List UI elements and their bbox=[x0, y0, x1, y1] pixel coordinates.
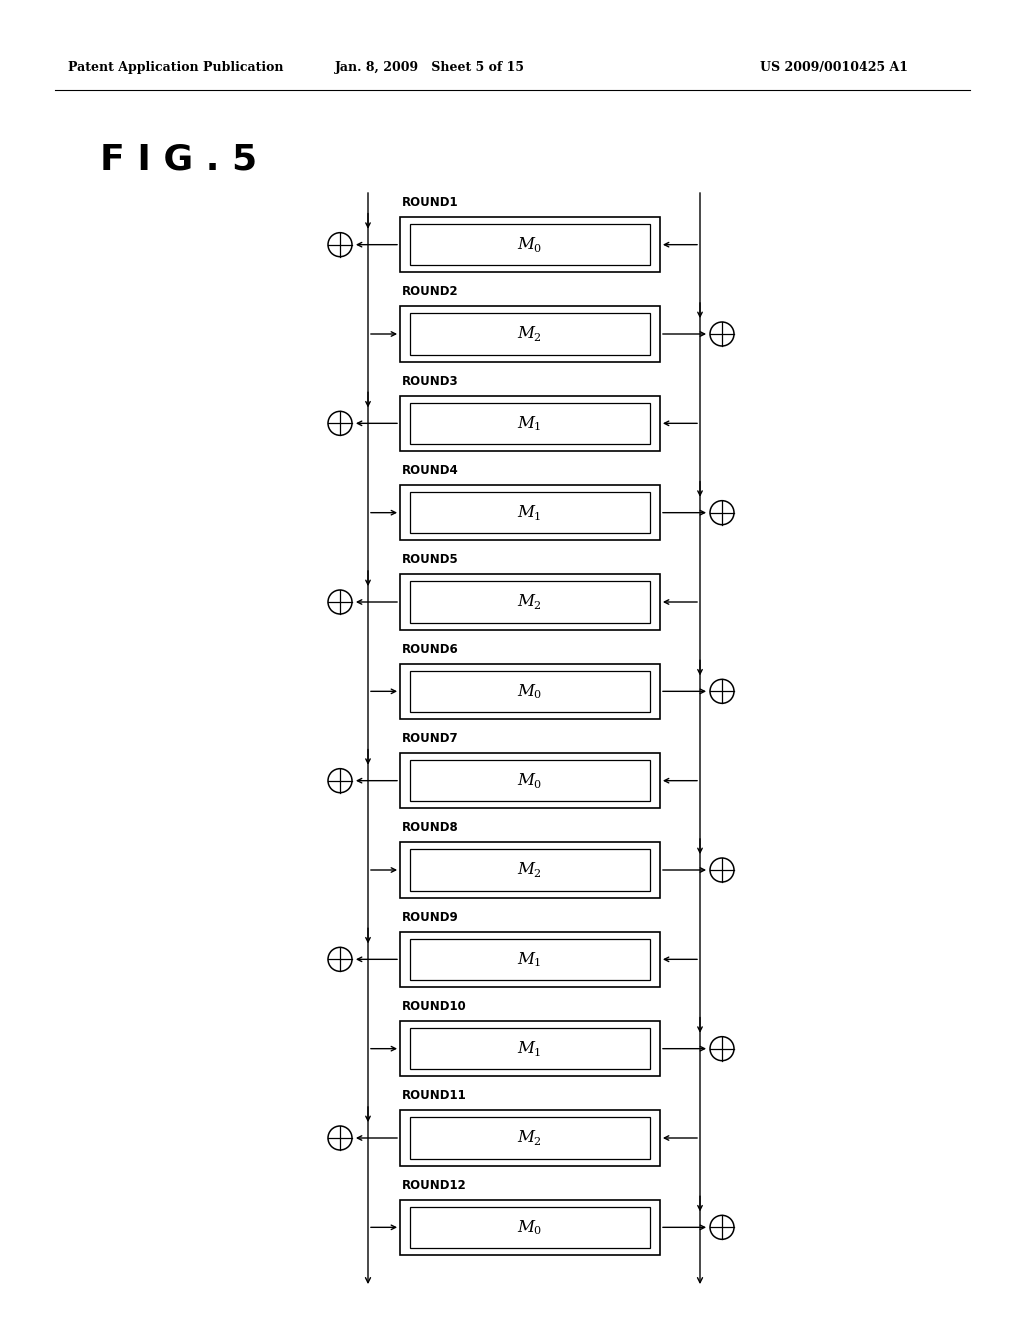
Text: 0: 0 bbox=[534, 1226, 541, 1237]
Text: Jan. 8, 2009   Sheet 5 of 15: Jan. 8, 2009 Sheet 5 of 15 bbox=[335, 62, 525, 74]
Text: 1: 1 bbox=[534, 1048, 541, 1057]
Text: ROUND8: ROUND8 bbox=[402, 821, 459, 834]
Text: 1: 1 bbox=[534, 958, 541, 969]
Text: M: M bbox=[517, 326, 535, 342]
Bar bbox=[410, 224, 650, 265]
Text: ROUND6: ROUND6 bbox=[402, 643, 459, 656]
Text: 2: 2 bbox=[534, 333, 541, 343]
Text: M: M bbox=[517, 236, 535, 253]
Bar bbox=[400, 1110, 660, 1166]
Text: US 2009/0010425 A1: US 2009/0010425 A1 bbox=[760, 62, 908, 74]
Text: 2: 2 bbox=[534, 869, 541, 879]
Bar bbox=[410, 671, 650, 711]
Bar bbox=[400, 574, 660, 630]
Bar bbox=[400, 1020, 660, 1076]
Text: ROUND3: ROUND3 bbox=[402, 375, 459, 388]
Text: M: M bbox=[517, 594, 535, 610]
Bar bbox=[410, 1028, 650, 1069]
Text: 0: 0 bbox=[534, 244, 541, 253]
Bar bbox=[400, 932, 660, 987]
Bar bbox=[400, 306, 660, 362]
Text: ROUND11: ROUND11 bbox=[402, 1089, 467, 1102]
Text: Patent Application Publication: Patent Application Publication bbox=[68, 62, 284, 74]
Bar bbox=[410, 1117, 650, 1159]
Text: 1: 1 bbox=[534, 422, 541, 433]
Text: M: M bbox=[517, 1130, 535, 1147]
Bar bbox=[400, 752, 660, 808]
Text: M: M bbox=[517, 414, 535, 432]
Bar bbox=[410, 581, 650, 623]
Text: ROUND10: ROUND10 bbox=[402, 1001, 467, 1012]
Text: F I G . 5: F I G . 5 bbox=[100, 143, 257, 177]
Text: M: M bbox=[517, 504, 535, 521]
Text: 2: 2 bbox=[534, 601, 541, 611]
Text: ROUND5: ROUND5 bbox=[402, 553, 459, 566]
Text: M: M bbox=[517, 772, 535, 789]
Text: M: M bbox=[517, 862, 535, 879]
Text: M: M bbox=[517, 1218, 535, 1236]
Text: 1: 1 bbox=[534, 512, 541, 521]
Bar bbox=[410, 849, 650, 891]
Bar bbox=[410, 760, 650, 801]
Text: M: M bbox=[517, 950, 535, 968]
Text: 0: 0 bbox=[534, 780, 541, 789]
Bar bbox=[410, 313, 650, 355]
Bar bbox=[410, 492, 650, 533]
Text: ROUND1: ROUND1 bbox=[402, 195, 459, 209]
Text: ROUND2: ROUND2 bbox=[402, 285, 459, 298]
Bar bbox=[400, 484, 660, 540]
Text: M: M bbox=[517, 1040, 535, 1057]
Bar bbox=[410, 403, 650, 444]
Text: ROUND12: ROUND12 bbox=[402, 1179, 467, 1192]
Text: ROUND4: ROUND4 bbox=[402, 463, 459, 477]
Bar bbox=[410, 1206, 650, 1247]
Text: 0: 0 bbox=[534, 690, 541, 701]
Text: ROUND9: ROUND9 bbox=[402, 911, 459, 924]
Text: ROUND7: ROUND7 bbox=[402, 733, 459, 744]
Bar bbox=[400, 396, 660, 451]
Text: 2: 2 bbox=[534, 1137, 541, 1147]
Bar bbox=[400, 216, 660, 272]
Bar bbox=[400, 842, 660, 898]
Text: M: M bbox=[517, 682, 535, 700]
Bar bbox=[410, 939, 650, 979]
Bar bbox=[400, 664, 660, 719]
Bar bbox=[400, 1200, 660, 1255]
